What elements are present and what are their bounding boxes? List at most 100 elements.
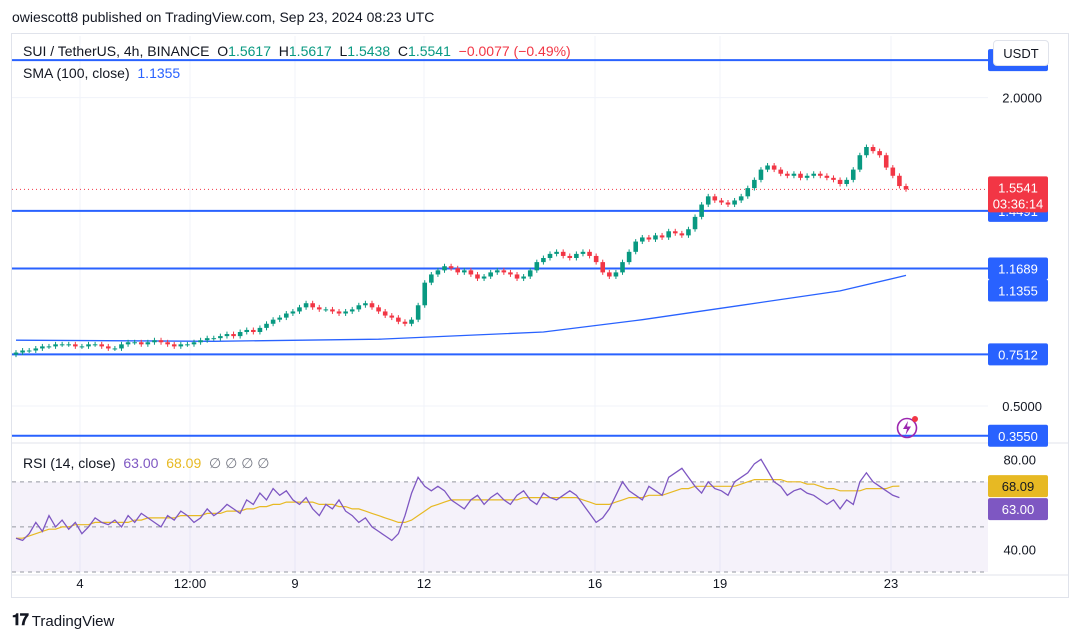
candle-body (396, 317, 401, 322)
candle-body (171, 344, 177, 347)
candle-body (534, 262, 540, 271)
legend-sma-value: 1.1355 (137, 65, 181, 81)
legend-high-label: H (278, 43, 289, 59)
candle-body (178, 344, 184, 347)
time-tick-label: 16 (588, 576, 602, 591)
candle-body (646, 237, 652, 240)
candle-body (521, 276, 526, 279)
candle-body (771, 165, 777, 170)
candle-body (600, 262, 606, 273)
rsi-ma-badge-label: 68.09 (1002, 479, 1035, 494)
candle-body (640, 237, 645, 242)
candle-body (363, 303, 368, 306)
candle-body (376, 307, 381, 312)
legend-rsi-extra: ∅ ∅ ∅ ∅ (209, 455, 270, 471)
candle-body (613, 272, 619, 277)
candle-body (455, 268, 460, 273)
candle-body (415, 305, 421, 320)
legend-symbol: SUI / TetherUS, 4h, BINANCE (23, 43, 210, 59)
candle-body (462, 270, 467, 273)
candle-body (389, 315, 395, 318)
candle-body (112, 348, 118, 350)
chart-frame (11, 33, 1069, 598)
level-badge (988, 257, 1048, 280)
candle-body (745, 188, 751, 197)
candle-body (659, 235, 665, 238)
candle-body (738, 196, 744, 201)
legend-sma-label: SMA (100, close) (23, 65, 130, 81)
candle-body (890, 167, 896, 176)
rsi-ma-badge (988, 475, 1048, 498)
candle-body (811, 173, 816, 176)
candle-body (237, 332, 243, 337)
candle-body (791, 173, 797, 176)
footer-brand[interactable]: 𝟏𝟕 TradingView (12, 612, 114, 630)
candle-body (626, 251, 632, 263)
candle-body (699, 204, 704, 217)
currency-button[interactable]: USDT (993, 40, 1049, 66)
level-badge (988, 424, 1048, 447)
candle-body (475, 274, 480, 279)
rsi-ma-line (16, 479, 900, 539)
candle-body (824, 175, 830, 178)
candle-body (204, 338, 210, 341)
candle-body (26, 350, 32, 352)
price-tick-label: 0.5000 (1002, 399, 1042, 414)
candle-body (59, 344, 65, 346)
candle-body (409, 319, 414, 324)
candle-body (277, 317, 282, 320)
candle-body (864, 147, 869, 156)
candle-body (758, 169, 764, 180)
candle-body (448, 266, 454, 269)
sma-line (15, 274, 907, 342)
sma-badge (988, 279, 1048, 302)
candle-body (785, 173, 790, 176)
candle-body (198, 340, 203, 343)
candle-body (501, 270, 507, 273)
candle-body (435, 270, 441, 275)
grid (12, 36, 1068, 576)
candle-body (99, 344, 104, 347)
candle-body (297, 307, 302, 312)
legend-rsi: RSI (14, close) 63.00 68.09 ∅ ∅ ∅ ∅ (23, 455, 269, 472)
candle-body (804, 175, 810, 178)
candle-body (349, 309, 355, 312)
candle-body (132, 342, 137, 344)
legend-rsi-value: 63.00 (123, 455, 159, 471)
candle-body (429, 274, 434, 283)
time-tick-label: 23 (884, 576, 898, 591)
candle-body (138, 342, 144, 345)
candle-body (158, 340, 164, 343)
rsi-line (15, 458, 900, 542)
candle-body (593, 255, 599, 263)
candle-body (323, 309, 329, 311)
candle-body (402, 321, 408, 324)
candle-body (336, 311, 342, 314)
candle-body (40, 346, 45, 349)
candle-body (666, 231, 671, 238)
candle-body (778, 169, 784, 174)
candle-body (73, 344, 78, 347)
lightning-alert-icon[interactable] (895, 415, 919, 439)
candle-body (165, 342, 170, 345)
rsi-tick-label: 40.00 (1003, 542, 1036, 557)
candle-body (705, 196, 711, 205)
candle-body (468, 270, 474, 275)
rsi-lines (15, 458, 900, 542)
publish-info: owiescott8 published on TradingView.com,… (12, 9, 435, 25)
sma-line-layer (15, 274, 907, 342)
time-tick-label: 19 (713, 576, 727, 591)
candle-body (86, 344, 91, 347)
candle-body (831, 177, 836, 180)
candle-body (244, 329, 250, 332)
candle-body (719, 200, 724, 203)
legend-high-value: 1.5617 (288, 43, 332, 59)
countdown-label: 03:36:14 (993, 196, 1044, 211)
legend-open-label: O (217, 43, 229, 59)
candle-body (257, 327, 263, 332)
candle-body (560, 251, 566, 256)
level-badge-label: 0.3550 (998, 429, 1038, 444)
candle-body (725, 202, 731, 205)
candle-body (620, 262, 625, 273)
